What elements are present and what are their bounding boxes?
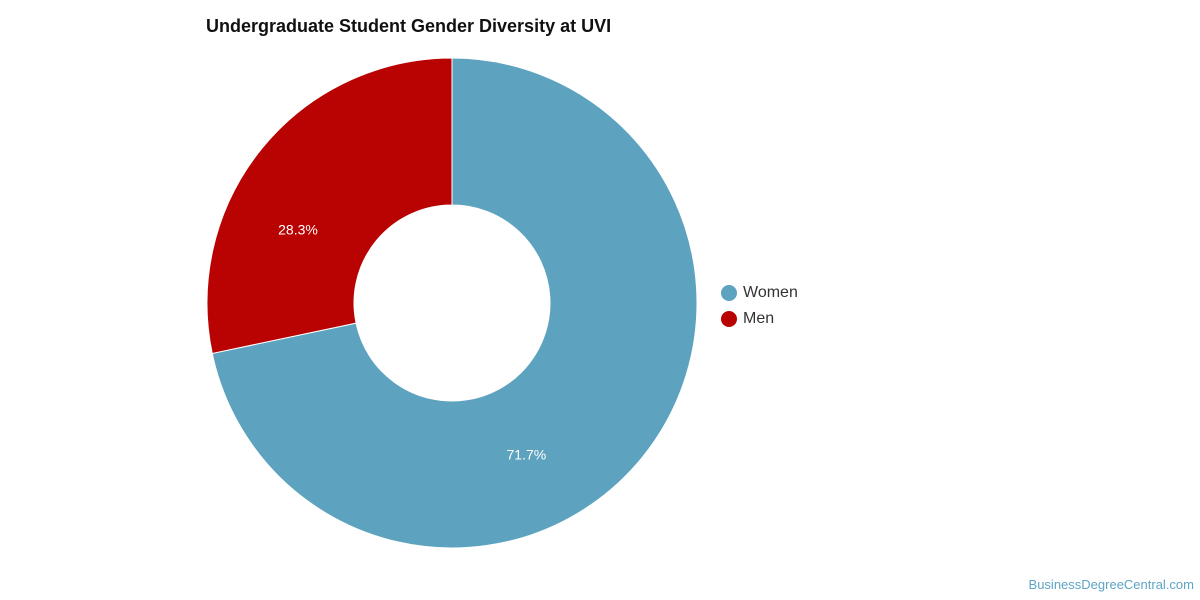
legend-label-women: Women (743, 284, 798, 301)
slice-men[interactable] (206, 57, 453, 355)
slice-label-women: 71.7% (507, 447, 547, 463)
chart-legend: Women Men (721, 280, 798, 332)
legend-swatch-men (721, 311, 737, 327)
legend-item-men[interactable]: Men (721, 306, 798, 332)
slice-label-men: 28.3% (278, 222, 318, 238)
chart-title: Undergraduate Student Gender Diversity a… (206, 16, 612, 36)
site-watermark[interactable]: BusinessDegreeCentral.com (1028, 577, 1194, 592)
legend-item-women[interactable]: Women (721, 280, 798, 306)
slice-women[interactable] (211, 57, 698, 549)
legend-label-men: Men (743, 310, 775, 327)
legend-swatch-women (721, 285, 737, 301)
